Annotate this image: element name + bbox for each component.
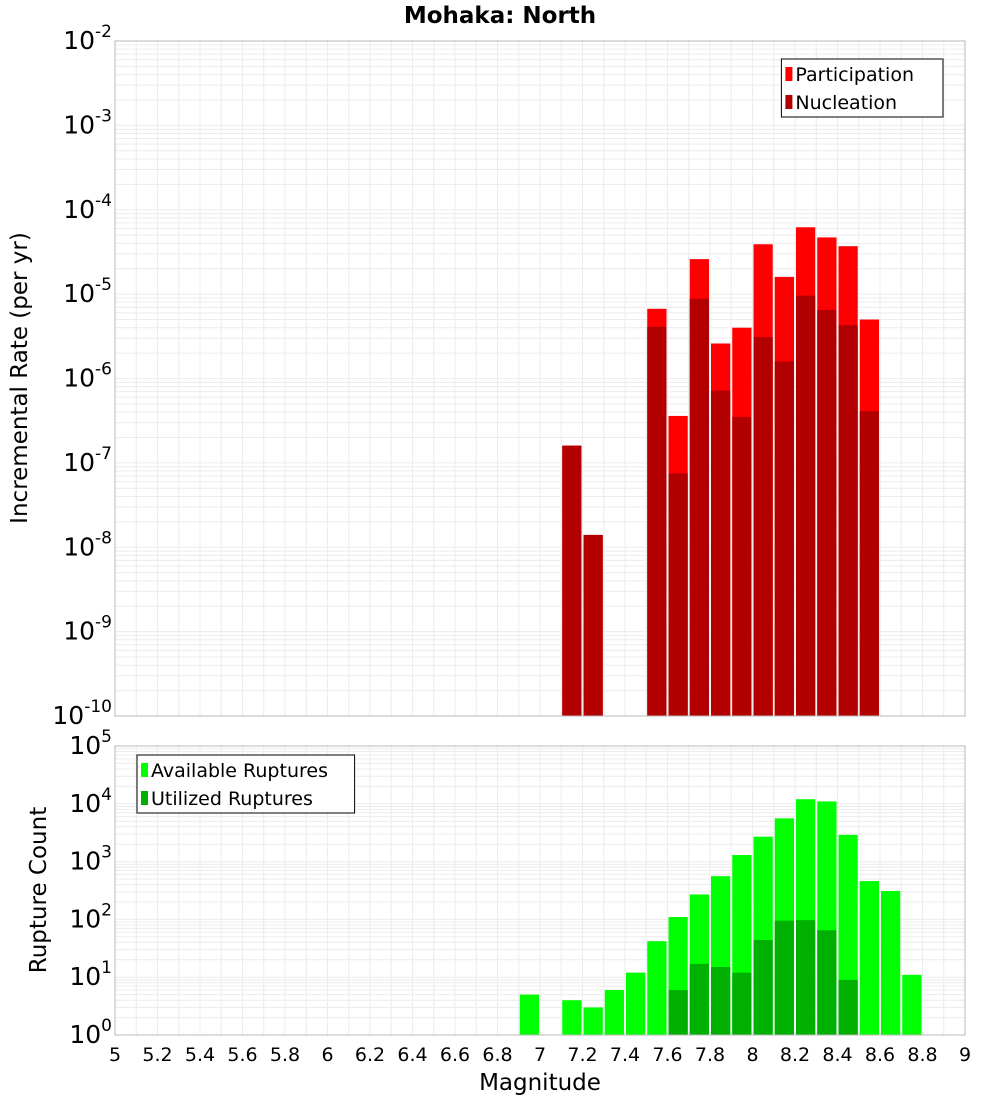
x-tick-label: 7.8 [695,1044,725,1066]
x-tick-label: 9 [959,1044,971,1066]
rate-y-axis-title: Incremental Rate (per yr) [7,232,33,524]
count-series-1 [668,920,858,1035]
rate-series-1 [562,295,879,716]
count-plot-frame [114,745,966,1036]
rate-bar-nucleation [562,445,582,716]
rate-y-tick-label: 10-5 [63,275,112,308]
count-legend-label: Utilized Ruptures [151,788,313,810]
rate-legend-label: Participation [795,64,914,86]
x-tick-label: 7.4 [610,1044,640,1066]
count-legend: Available Ruptures Utilized Ruptures [136,754,356,814]
count-y-ticks: 100 101 102 103 104 105 [69,727,112,1049]
x-tick-label: 6.8 [482,1044,512,1066]
count-bar-utilized-ruptures [711,967,731,1035]
x-tick-label: 6.4 [397,1044,427,1066]
rate-y-tick-label: 10-10 [52,697,112,730]
count-bar-available-ruptures [583,1007,603,1035]
rate-plot: 10-10 10-9 10-8 10-7 10-6 10-5 10-4 10-3 10-2 Par… [52,22,966,730]
count-bar-available-ruptures [626,972,646,1035]
count-bar-available-ruptures [604,990,624,1035]
rate-legend-swatch [785,95,793,109]
rate-bar-nucleation [732,416,752,716]
count-bar-available-ruptures [647,941,667,1035]
count-y-tick-label: 100 [69,1016,112,1049]
count-legend-label: Available Ruptures [151,760,328,782]
rate-grid [114,41,966,717]
rate-y-tick-label: 10-4 [63,191,112,224]
x-tick-label: 5.6 [227,1044,257,1066]
rate-bar-nucleation [583,534,603,716]
x-tick-label: 8 [746,1044,758,1066]
rate-y-tick-label: 10-6 [63,360,112,393]
x-tick-label: 6.6 [440,1044,470,1066]
count-bar-available-ruptures [859,881,879,1035]
rate-bar-nucleation [796,295,816,716]
x-tick-label: 8.4 [822,1044,852,1066]
count-y-tick-label: 104 [69,785,112,818]
count-y-tick-label: 103 [69,843,112,876]
rate-y-tick-label: 10-9 [63,613,112,646]
x-tick-label: 5.4 [185,1044,215,1066]
count-bar-utilized-ruptures [774,920,794,1035]
rate-legend: Participation Nucleation [780,58,944,118]
rate-bar-nucleation [753,337,773,716]
x-tick-label: 8.8 [907,1044,937,1066]
x-axis-title: Magnitude [479,1070,601,1096]
rate-bar-nucleation [774,361,794,716]
rate-bar-nucleation [838,325,858,716]
count-bar-available-ruptures [881,890,901,1035]
x-tick-label: 8.2 [780,1044,810,1066]
count-bar-utilized-ruptures [668,990,688,1035]
rate-y-tick-label: 10-2 [63,22,112,55]
x-tick-label: 6.2 [355,1044,385,1066]
count-legend-swatch [141,791,148,805]
rate-bar-nucleation [817,309,837,716]
rate-bar-nucleation [689,298,709,716]
count-y-tick-label: 105 [69,727,112,760]
count-bar-available-ruptures [519,994,539,1035]
x-tick-label: 8.6 [865,1044,895,1066]
rate-y-tick-label: 10-7 [63,444,112,477]
x-tick-label: 5.8 [270,1044,300,1066]
rate-bar-nucleation [711,390,731,716]
count-bar-utilized-ruptures [753,940,773,1035]
rate-bar-nucleation [668,473,688,716]
count-bar-utilized-ruptures [817,930,837,1035]
x-tick-label: 7.2 [567,1044,597,1066]
count-legend-swatch [141,763,148,777]
rate-legend-swatch [785,67,793,81]
rate-y-tick-label: 10-3 [63,106,112,139]
count-y-axis-title: Rupture Count [26,807,52,973]
x-tick-label: 5.2 [142,1044,172,1066]
count-bar-available-ruptures [562,1000,582,1035]
rate-y-tick-label: 10-8 [63,528,112,561]
rate-bar-nucleation [647,326,667,716]
rate-plot-frame [114,40,966,717]
rupture-count-plot: 100 101 102 103 104 105 5 5.2 5.4 5.6 5.8 6 6.2 6.4 6.… [69,727,971,1066]
count-bar-utilized-ruptures [796,920,816,1035]
chart-title: Mohaka: North [404,3,596,29]
rate-legend-label: Nucleation [795,92,897,114]
rate-legend-box [780,58,944,118]
count-y-tick-label: 102 [69,900,112,933]
x-ticks: 5 5.2 5.4 5.6 5.8 6 6.2 6.4 6.6 6.8 7 7.2 7.4 7.6 7.8 8… [109,1044,971,1066]
count-legend-box [136,754,356,814]
x-tick-label: 5 [109,1044,121,1066]
rate-y-ticks: 10-10 10-9 10-8 10-7 10-6 10-5 10-4 10-3 10-2 [52,22,112,730]
count-bar-utilized-ruptures [689,963,709,1035]
x-tick-label: 7.6 [652,1044,682,1066]
rate-bar-nucleation [859,411,879,716]
x-tick-label: 7 [534,1044,546,1066]
x-tick-label: 6 [321,1044,333,1066]
count-y-tick-label: 101 [69,958,112,991]
count-bar-utilized-ruptures [838,979,858,1035]
count-bar-utilized-ruptures [732,972,752,1035]
count-bar-available-ruptures [902,974,922,1035]
